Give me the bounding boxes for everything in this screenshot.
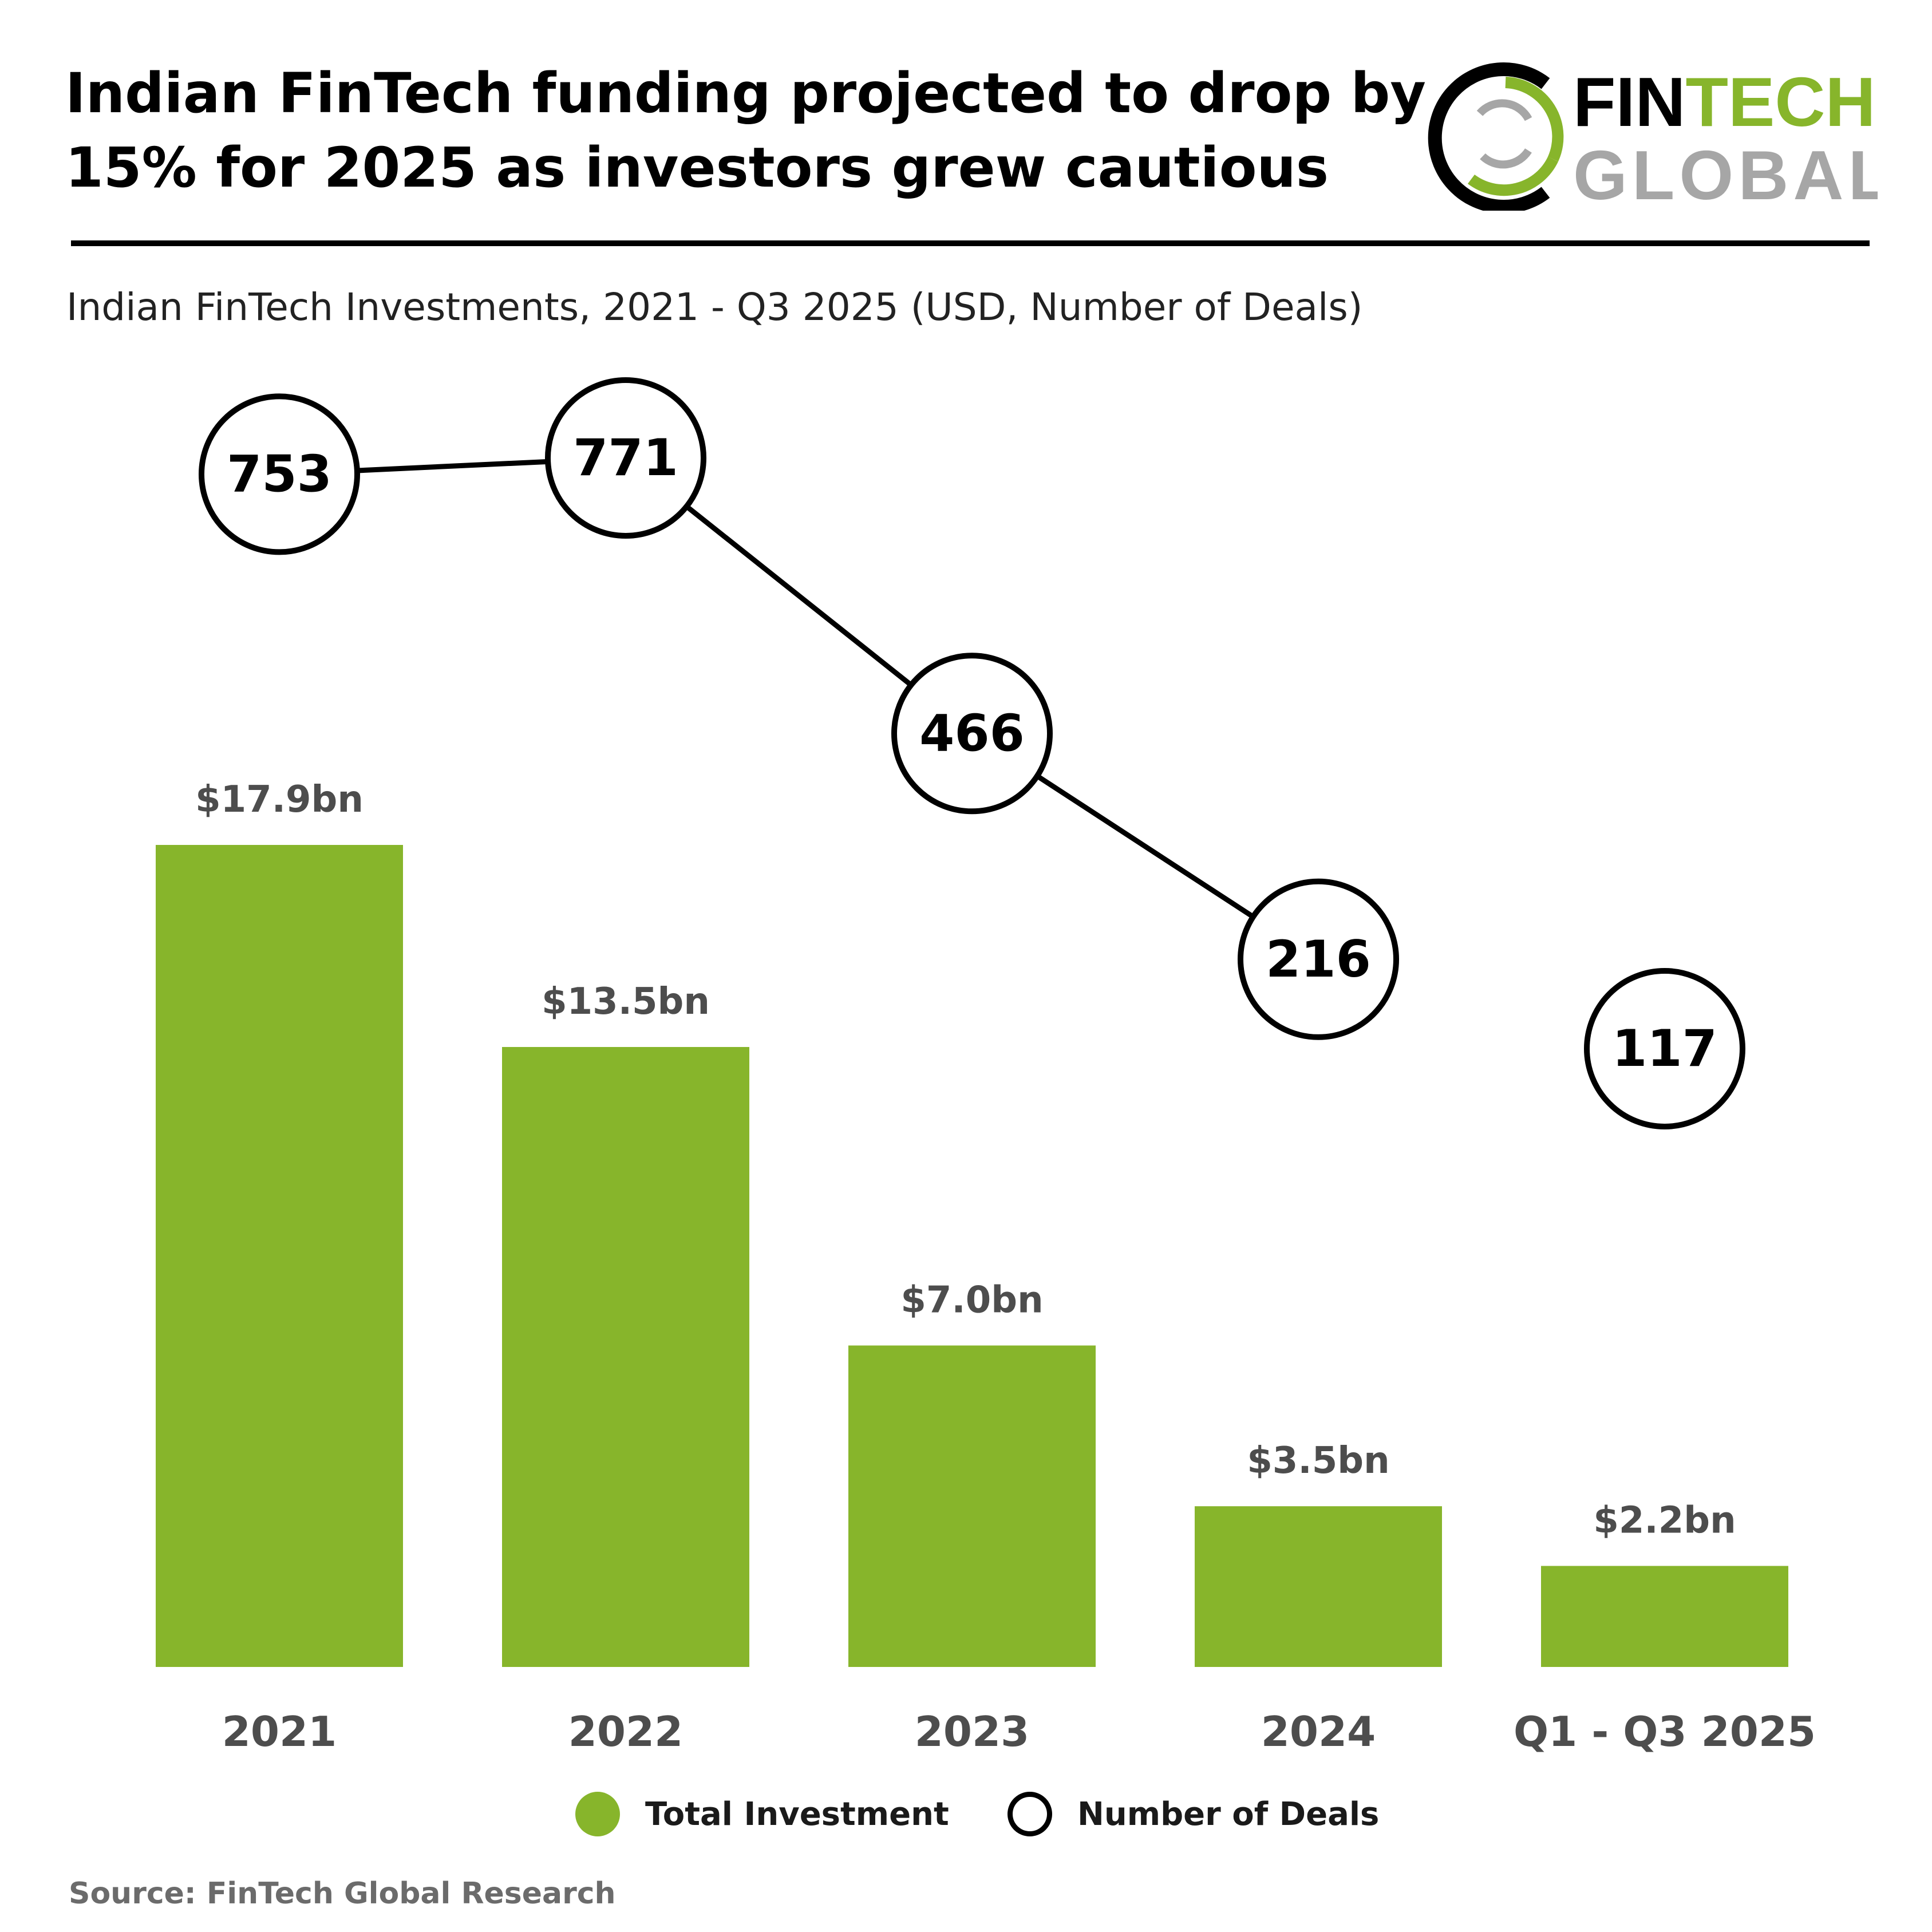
deals-value-label: 753: [227, 444, 332, 503]
legend-swatch-ring-icon: [1008, 1792, 1052, 1836]
logo-text-line1: FINTECH: [1573, 63, 1876, 141]
legend-item-number-of-deals: Number of Deals: [1008, 1792, 1379, 1836]
bar-value-label: $17.9bn: [195, 779, 364, 821]
bar-total-investment: [502, 1046, 749, 1667]
source-note: Source: FinTech Global Research: [69, 1876, 616, 1911]
legend-label: Number of Deals: [1077, 1795, 1380, 1833]
logo-text-line2: GLOBAL: [1573, 136, 1878, 211]
bar-value-label: $13.5bn: [542, 981, 710, 1023]
deals-value-label: 216: [1266, 930, 1371, 989]
logo-ring-icon: [1428, 62, 1564, 211]
bar-value-label: $3.5bn: [1247, 1440, 1389, 1482]
legend: Total Investment Number of Deals: [0, 1792, 1932, 1843]
bar-total-investment: [156, 845, 403, 1667]
deals-marker: [545, 377, 706, 539]
legend-swatch-green-dot-icon: [575, 1792, 620, 1836]
chart-subtitle: Indian FinTech Investments, 2021 - Q3 20…: [66, 285, 1363, 329]
x-tick-label: 2024: [1261, 1708, 1376, 1756]
bar-total-investment: [1541, 1566, 1788, 1667]
deals-marker: [1584, 968, 1745, 1129]
deals-marker: [1238, 878, 1399, 1040]
x-tick-label: 2022: [568, 1708, 683, 1756]
deals-value-label: 466: [919, 704, 1025, 762]
legend-label: Total Investment: [645, 1795, 949, 1833]
deals-marker: [199, 393, 360, 555]
x-tick-label: 2021: [222, 1708, 337, 1756]
deals-marker: [891, 653, 1053, 815]
bar-value-label: $7.0bn: [900, 1279, 1043, 1321]
x-tick-label: 2023: [915, 1708, 1029, 1756]
header-divider: [71, 240, 1870, 246]
bar-value-label: $2.2bn: [1593, 1500, 1736, 1542]
chart-title: Indian FinTech funding projected to drop…: [65, 61, 1426, 200]
deals-value-label: 117: [1612, 1019, 1717, 1078]
x-tick-label: Q1 - Q3 2025: [1514, 1708, 1816, 1756]
fintech-global-logo: FINTECH GLOBAL: [1428, 62, 1878, 211]
bar-total-investment: [848, 1345, 1096, 1667]
deals-value-label: 771: [573, 428, 678, 487]
bar-total-investment: [1195, 1506, 1442, 1667]
legend-item-total-investment: Total Investment: [575, 1792, 949, 1836]
